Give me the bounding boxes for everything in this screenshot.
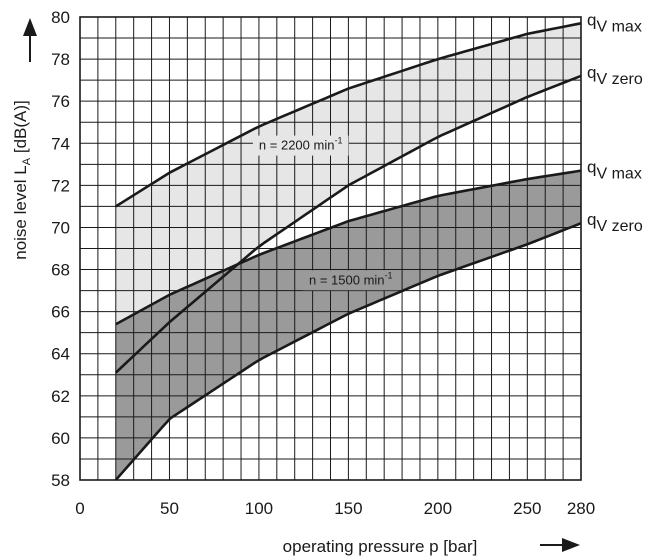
y-tick-label: 68 xyxy=(51,261,70,280)
series-line-4 xyxy=(114,222,582,481)
y-tick-label: 70 xyxy=(51,218,70,237)
y-axis-arrow-icon xyxy=(23,18,37,62)
series-line-1 xyxy=(115,22,582,208)
y-tick-labels: 58 60 62 64 66 68 70 72 74 76 78 80 xyxy=(51,8,70,490)
y-tick-label: 80 xyxy=(51,8,70,27)
curve-end-label: qV max xyxy=(587,158,642,183)
curve-end-label: qV zero xyxy=(587,63,643,88)
annotation-label: n = 1500 min-1 xyxy=(309,270,393,287)
curves-layer xyxy=(114,22,582,481)
y-tick-label: 60 xyxy=(51,429,70,448)
x-tick-label: 50 xyxy=(160,499,179,518)
curve-end-label: qV max xyxy=(587,10,642,35)
y-tick-label: 64 xyxy=(51,345,70,364)
band-1 xyxy=(115,23,582,373)
band-2 xyxy=(115,170,582,480)
y-tick-label: 62 xyxy=(51,387,70,406)
y-tick-label: 66 xyxy=(51,303,70,322)
y-tick-label: 76 xyxy=(51,92,70,111)
y-axis-label: noise level LA [dB(A)] xyxy=(11,100,33,260)
x-tick-label: 0 xyxy=(75,499,84,518)
x-tick-label: 150 xyxy=(334,499,362,518)
annotation-bg xyxy=(252,135,349,156)
plot-frame xyxy=(79,16,582,481)
y-tick-label: 78 xyxy=(51,50,70,69)
x-tick-label: 250 xyxy=(513,499,541,518)
y-axis-label-subscript: A xyxy=(21,157,33,165)
x-tick-label: 280 xyxy=(567,499,595,518)
x-tick-label: 100 xyxy=(245,499,273,518)
curve-labels: qV max qV zero qV max qV zero xyxy=(587,10,643,235)
x-tick-labels: 0 50 100 150 200 250 280 xyxy=(75,499,595,518)
bands-layer xyxy=(115,23,582,480)
y-tick-label: 74 xyxy=(51,134,70,153)
annotation-label: n = 2200 min-1 xyxy=(259,136,343,153)
series-line-3 xyxy=(115,169,582,326)
y-tick-label: 72 xyxy=(51,176,70,195)
annotations: n = 2200 min-1 n = 1500 min-1 xyxy=(252,135,399,291)
annotation-bg xyxy=(303,270,399,291)
x-axis-arrow-icon xyxy=(540,538,580,552)
series-line-2 xyxy=(114,74,582,374)
x-axis-label: operating pressure p [bar] xyxy=(283,537,478,556)
x-tick-label: 200 xyxy=(424,499,452,518)
y-tick-label: 58 xyxy=(51,471,70,490)
curve-end-label: qV zero xyxy=(587,210,643,235)
